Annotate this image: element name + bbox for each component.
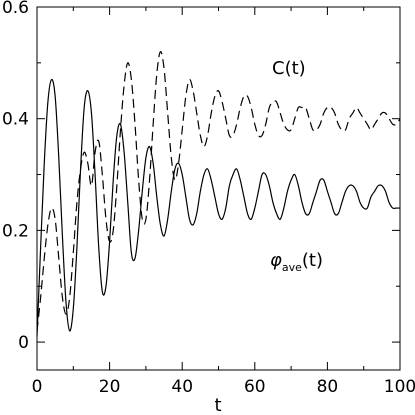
series-solid-line xyxy=(36,78,400,337)
axis-tick-labels: 0 20 40 60 80 100 0 0.2 0.4 0.6 xyxy=(2,0,415,397)
x-tick-label: 60 xyxy=(244,377,266,397)
plot-frame xyxy=(36,6,401,371)
y-tick-label: 0.4 xyxy=(2,110,29,130)
axis-ticks xyxy=(36,6,401,370)
y-tick-label: 0.6 xyxy=(2,0,29,18)
y-tick-label: 0.2 xyxy=(2,221,29,241)
x-tick-label: 40 xyxy=(171,377,193,397)
series-dashed-line xyxy=(36,51,401,331)
x-tick-label: 0 xyxy=(32,377,43,397)
c-series-label: C(t) xyxy=(272,58,306,79)
x-axis-title: t xyxy=(214,395,221,415)
y-tick-label: 0 xyxy=(18,333,29,353)
phi-suffix: (t) xyxy=(302,250,323,271)
x-tick-label: 80 xyxy=(317,377,339,397)
phi-symbol: φ xyxy=(270,250,282,271)
phi-subscript: ave xyxy=(282,261,302,274)
x-tick-label: 20 xyxy=(99,377,121,397)
x-tick-label: 100 xyxy=(384,377,415,397)
phi-series-label: φave(t) xyxy=(270,250,323,274)
series-layer xyxy=(36,51,401,337)
